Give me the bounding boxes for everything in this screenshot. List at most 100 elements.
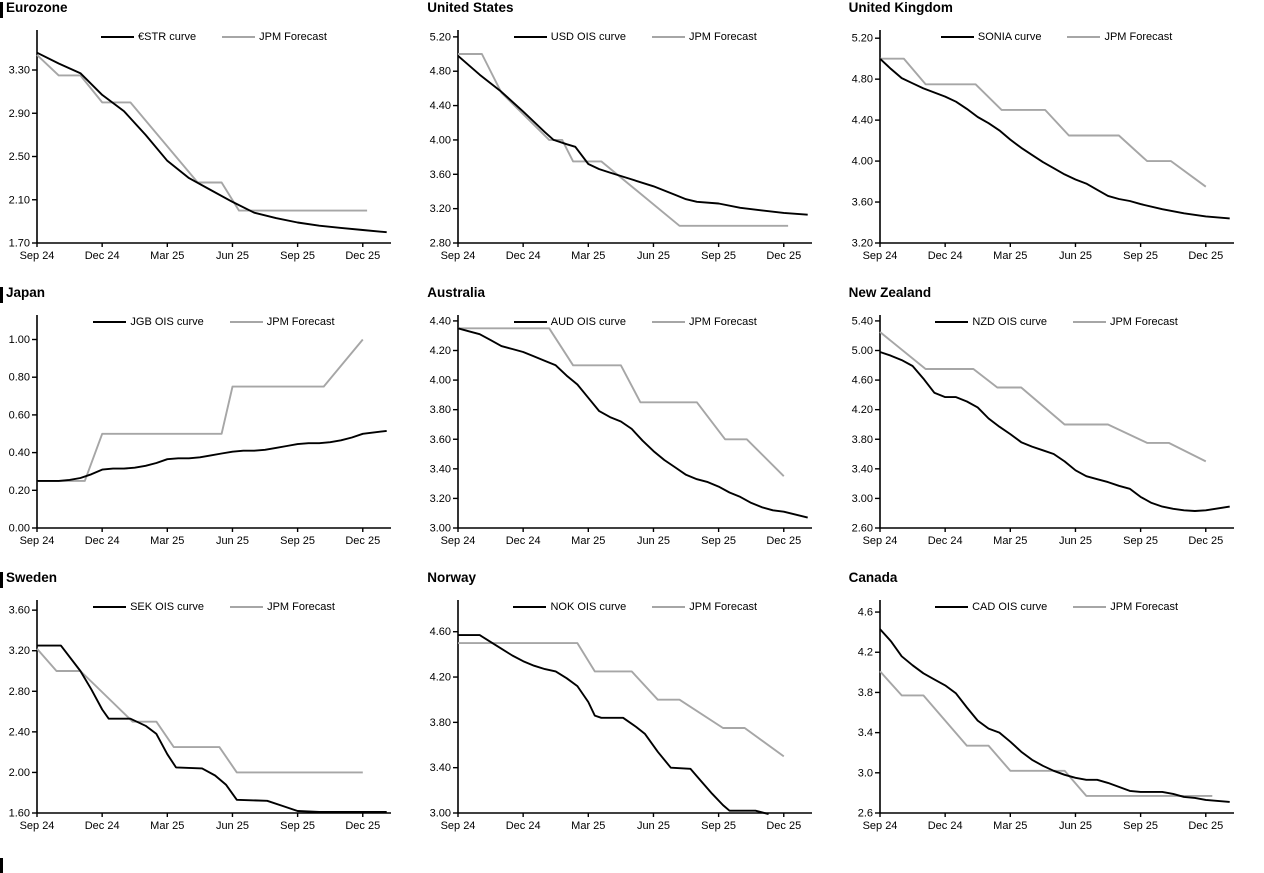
- y-tick-label: 3.60: [430, 169, 451, 181]
- legend-label: €STR curve: [138, 31, 197, 43]
- chart-legend: NOK OIS curve JPM Forecast: [458, 600, 812, 614]
- legend-label: JPM Forecast: [259, 31, 327, 43]
- x-tick-label: Dec 25: [767, 535, 802, 547]
- x-tick-label: Jun 25: [1059, 820, 1092, 832]
- chart-panel-united-kingdom: United Kingdom SONIA curve JPM Forecast 5…: [843, 0, 1264, 285]
- chart-panel-norway: Norway NOK OIS curve JPM Forecast 4.60 4.2…: [421, 570, 842, 855]
- x-tick-label: Sep 24: [862, 820, 897, 832]
- x-tick-label: Jun 25: [216, 820, 249, 832]
- y-tick-label: 0.40: [9, 447, 30, 459]
- chart-title: Sweden: [6, 570, 58, 585]
- x-tick-label: Mar 25: [571, 250, 605, 262]
- legend-label: NZD OIS curve: [972, 316, 1047, 328]
- chart-panel-japan: Japan JGB OIS curve JPM Forecast 1.00 0.80…: [0, 285, 421, 570]
- y-tick-label: 2.80: [9, 686, 30, 698]
- legend-label: JPM Forecast: [1110, 601, 1179, 613]
- y-tick-label: 0.80: [9, 372, 30, 384]
- y-tick-label: 3.20: [9, 645, 30, 657]
- y-tick-label: 5.20: [430, 31, 451, 43]
- y-tick-label: 4.60: [430, 626, 451, 638]
- y-tick-label: 4.20: [851, 404, 872, 416]
- legend-entry: JGB OIS curve: [93, 315, 204, 329]
- legend-label: SEK OIS curve: [130, 601, 205, 613]
- legend-label: JPM Forecast: [267, 601, 335, 613]
- legend-entry: JPM Forecast: [651, 315, 757, 329]
- y-tick-label: 3.20: [851, 238, 872, 250]
- legend-entry: JPM Forecast: [230, 600, 335, 614]
- x-tick-label: Mar 25: [571, 820, 605, 832]
- series-line-jpm-forecast: [878, 670, 1212, 797]
- x-tick-label: Jun 25: [1059, 250, 1092, 262]
- x-tick-label: Dec 24: [506, 535, 541, 547]
- chart-title: New Zealand: [848, 285, 932, 300]
- legend-entry: SONIA curve: [940, 30, 1041, 44]
- series-line-usd-ois-curve: [457, 55, 809, 216]
- x-tick-label: Mar 25: [993, 250, 1027, 262]
- legend-label: JPM Forecast: [688, 31, 757, 43]
- legend-entry: NOK OIS curve: [513, 600, 626, 614]
- legend-label: JPM Forecast: [1104, 31, 1173, 43]
- y-tick-label: 3.20: [430, 203, 451, 215]
- y-tick-label: 2.6: [857, 808, 872, 820]
- legend-line-swatch: [229, 321, 263, 323]
- x-tick-label: Sep 25: [1123, 820, 1158, 832]
- y-tick-label: 4.80: [851, 74, 872, 86]
- y-tick-label: 4.40: [430, 100, 451, 112]
- x-tick-label: Jun 25: [216, 535, 249, 547]
- x-tick-label: Dec 25: [1188, 250, 1223, 262]
- x-tick-label: Sep 25: [280, 535, 315, 547]
- y-tick-label: 3.60: [9, 605, 30, 617]
- x-tick-label: Mar 25: [150, 820, 184, 832]
- chart-legend: €STR curve JPM Forecast: [37, 30, 391, 44]
- series-line-aud-ois-curve: [458, 327, 809, 519]
- y-tick-label: 4.00: [851, 156, 872, 168]
- y-tick-label: 4.40: [430, 315, 451, 327]
- y-tick-label: 2.50: [9, 151, 30, 163]
- x-tick-label: Dec 24: [85, 820, 120, 832]
- chart-panel-australia: Australia AUD OIS curve JPM Forecast 4.40…: [421, 285, 842, 570]
- x-tick-label: Jun 25: [637, 250, 670, 262]
- y-tick-label: 2.00: [9, 767, 30, 779]
- legend-line-swatch: [222, 36, 256, 38]
- legend-entry: USD OIS curve: [513, 30, 626, 44]
- chart-legend: AUD OIS curve JPM Forecast: [458, 315, 812, 329]
- legend-line-swatch: [513, 606, 547, 608]
- section-bar-partial: [0, 858, 3, 873]
- y-tick-label: 4.40: [851, 115, 872, 127]
- x-tick-label: Dec 25: [1188, 820, 1223, 832]
- legend-entry: JPM Forecast: [1072, 315, 1178, 329]
- y-tick-label: 4.00: [430, 375, 451, 387]
- legend-entry: JPM Forecast: [222, 30, 327, 44]
- legend-label: JPM Forecast: [688, 316, 757, 328]
- series-line-jpm-forecast: [458, 53, 789, 227]
- y-tick-label: 1.00: [9, 334, 30, 346]
- x-tick-label: Sep 24: [862, 250, 897, 262]
- x-tick-label: Dec 24: [927, 535, 962, 547]
- chart-legend: SEK OIS curve JPM Forecast: [37, 600, 391, 614]
- legend-line-swatch: [513, 36, 547, 38]
- section-bar: [0, 2, 3, 18]
- legend-line-swatch: [1072, 321, 1106, 323]
- chart-panel-new-zealand: New Zealand NZD OIS curve JPM Forecast 5.…: [843, 285, 1264, 570]
- series-line-jpm-forecast: [458, 642, 785, 758]
- y-tick-label: 2.40: [9, 726, 30, 738]
- x-tick-label: Sep 25: [701, 820, 736, 832]
- y-tick-label: 3.80: [430, 404, 451, 416]
- x-tick-label: Dec 25: [1188, 535, 1223, 547]
- y-tick-label: 4.20: [430, 672, 451, 684]
- x-tick-label: Sep 24: [20, 820, 55, 832]
- x-tick-label: Sep 24: [441, 820, 476, 832]
- legend-label: USD OIS curve: [550, 31, 626, 43]
- x-tick-label: Jun 25: [216, 250, 249, 262]
- y-tick-label: 4.00: [430, 134, 451, 146]
- y-tick-label: 5.00: [851, 345, 872, 357]
- x-tick-label: Sep 24: [862, 535, 897, 547]
- legend-line-swatch: [93, 606, 127, 608]
- legend-entry: CAD OIS curve: [935, 600, 1047, 614]
